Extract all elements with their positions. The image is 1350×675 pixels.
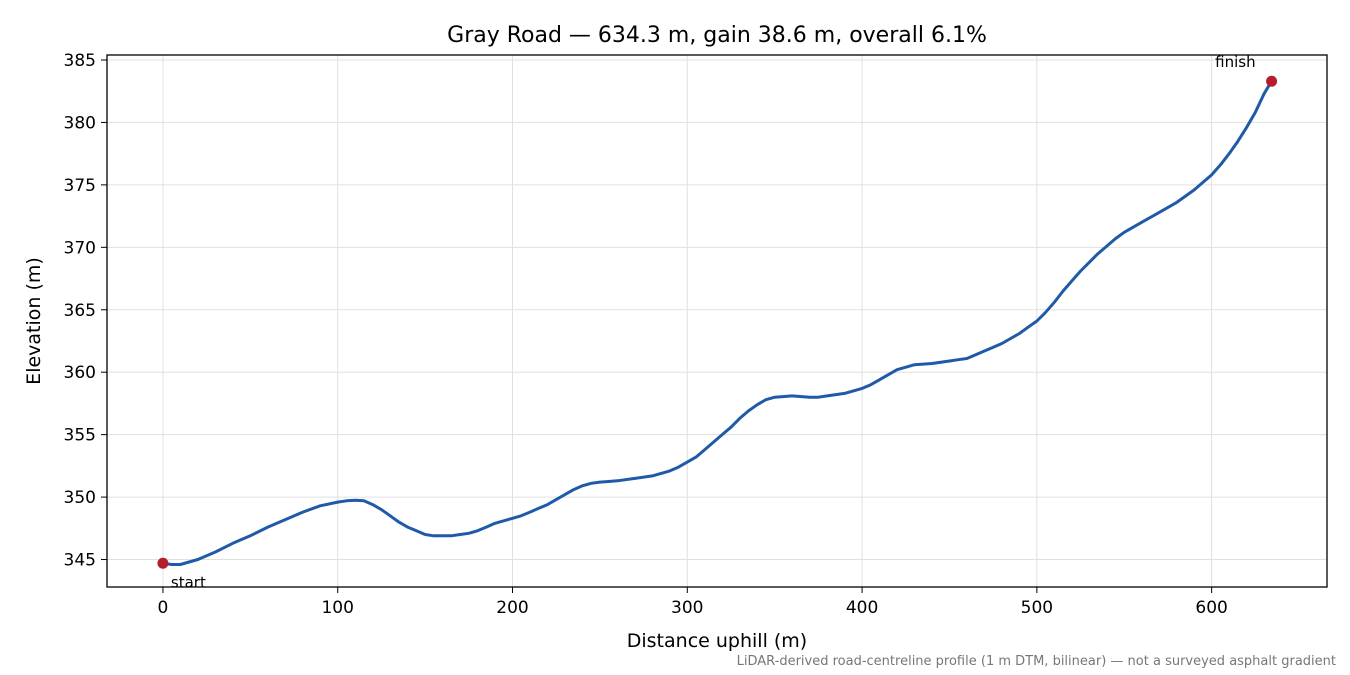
footnote: LiDAR-derived road-centreline profile (1… bbox=[737, 654, 1336, 669]
y-tick-label: 385 bbox=[64, 51, 96, 71]
x-tick-label: 300 bbox=[671, 598, 703, 618]
y-tick-label: 360 bbox=[64, 363, 96, 383]
chart-title: Gray Road — 634.3 m, gain 38.6 m, overal… bbox=[447, 23, 987, 48]
y-tick-label: 350 bbox=[64, 488, 96, 508]
x-tick-label: 0 bbox=[158, 598, 169, 618]
finish-marker bbox=[1266, 75, 1278, 87]
y-tick-label: 370 bbox=[64, 238, 96, 258]
elevation-line bbox=[161, 79, 1274, 566]
x-axis-label: Distance uphill (m) bbox=[627, 630, 807, 652]
grid bbox=[107, 55, 1327, 587]
y-tick-label: 345 bbox=[64, 551, 96, 571]
plot-area: start finish bbox=[157, 53, 1278, 591]
finish-label: finish bbox=[1215, 53, 1255, 71]
start-label: start bbox=[171, 573, 206, 591]
start-marker bbox=[157, 557, 169, 569]
x-tick-label: 500 bbox=[1021, 598, 1053, 618]
y-tick-label: 375 bbox=[64, 176, 96, 196]
y-tick-label: 365 bbox=[64, 301, 96, 321]
x-tick-label: 400 bbox=[846, 598, 878, 618]
x-tick-label: 100 bbox=[321, 598, 353, 618]
y-tick-label: 380 bbox=[64, 113, 96, 133]
y-tick-label: 355 bbox=[64, 426, 96, 446]
x-tick-label: 200 bbox=[496, 598, 528, 618]
plot-frame bbox=[106, 54, 1328, 588]
x-tick-label: 600 bbox=[1195, 598, 1227, 618]
axis-ticks: 0 100 200 300 400 500 600 345 350 355 360 365 370 375… bbox=[64, 51, 1228, 618]
y-axis-label: Elevation (m) bbox=[23, 257, 45, 385]
